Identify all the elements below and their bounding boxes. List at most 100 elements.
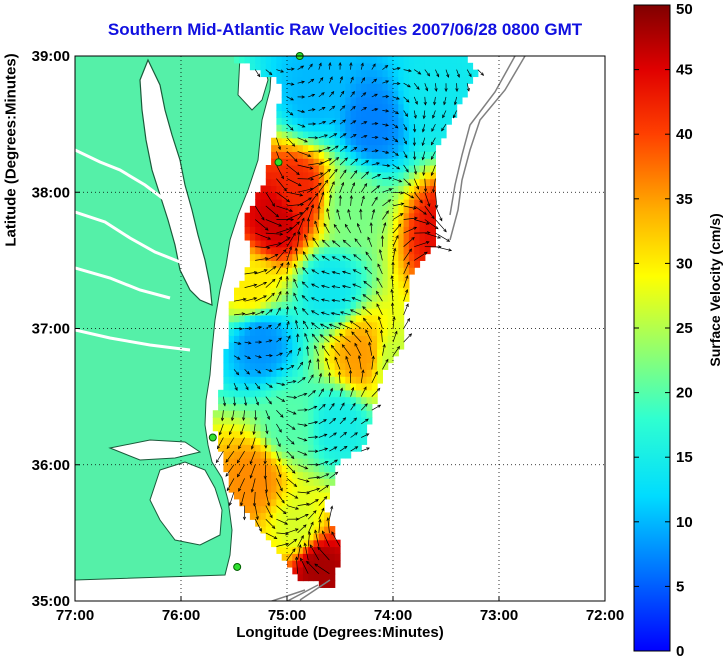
field-cell xyxy=(387,267,394,275)
field-cell xyxy=(249,287,256,296)
velocity-arrow xyxy=(265,396,272,405)
field-cell xyxy=(244,498,251,507)
field-cell xyxy=(456,62,463,71)
field-cell xyxy=(302,457,309,466)
field-cell xyxy=(287,498,293,507)
field-cell xyxy=(287,158,293,166)
field-cell xyxy=(387,233,394,241)
field-cell xyxy=(260,430,267,439)
field-cell xyxy=(398,110,405,118)
field-cell xyxy=(461,76,468,84)
field-cell xyxy=(398,165,405,173)
field-cell xyxy=(228,410,235,418)
velocity-arrowhead xyxy=(335,145,339,149)
velocity-arrow xyxy=(286,478,297,487)
field-cell xyxy=(408,56,415,64)
field-cell xyxy=(435,137,442,146)
field-cell xyxy=(239,471,246,479)
field-cell xyxy=(456,69,463,78)
field-cell xyxy=(377,130,383,139)
velocity-arrowhead xyxy=(341,181,345,186)
field-cell xyxy=(223,389,230,398)
velocity-arrowhead xyxy=(442,114,446,119)
field-cell xyxy=(308,124,315,132)
velocity-arrow xyxy=(297,464,308,470)
velocity-arrowhead xyxy=(249,460,253,465)
field-cell xyxy=(414,178,421,187)
field-cell xyxy=(371,239,378,248)
velocity-arrow xyxy=(265,505,273,518)
field-cell xyxy=(355,212,362,221)
isobath-1 xyxy=(449,56,526,241)
field-cell xyxy=(340,124,346,132)
velocity-arrow xyxy=(371,371,378,384)
field-cell xyxy=(297,553,304,561)
velocity-arrow xyxy=(265,518,276,529)
field-cell xyxy=(223,451,230,459)
velocity-arrow xyxy=(382,65,388,70)
velocity-arrow xyxy=(244,355,251,359)
field-cell xyxy=(340,301,346,309)
field-cell xyxy=(350,83,357,91)
field-cell xyxy=(265,369,272,377)
field-cell xyxy=(371,376,378,384)
field-cell xyxy=(281,233,288,241)
velocity-arrowhead xyxy=(321,107,326,111)
velocity-arrow xyxy=(382,210,389,220)
velocity-arrow xyxy=(307,204,314,220)
field-cell xyxy=(324,560,330,568)
field-cell xyxy=(324,376,330,384)
field-cell xyxy=(377,199,383,207)
field-cell xyxy=(265,526,272,534)
velocity-arrow xyxy=(350,417,357,425)
velocity-arrowhead xyxy=(341,298,346,302)
field-cell xyxy=(387,246,394,255)
field-cell xyxy=(424,110,431,118)
field-cell xyxy=(329,539,336,548)
field-cell xyxy=(329,212,336,221)
velocity-arrowhead xyxy=(313,405,318,409)
field-cell xyxy=(281,526,288,534)
field-cell xyxy=(419,178,426,187)
field-cell xyxy=(318,287,325,296)
velocity-arrowhead xyxy=(305,345,310,350)
field-cell xyxy=(281,478,288,486)
field-cell xyxy=(361,376,368,384)
field-cell xyxy=(260,505,267,514)
field-cell xyxy=(318,376,325,384)
velocity-arrowhead xyxy=(312,122,317,126)
field-cell xyxy=(377,165,383,173)
field-cell xyxy=(424,178,431,187)
velocity-arrow xyxy=(382,344,385,356)
field-cell xyxy=(260,437,267,445)
velocity-arrow xyxy=(312,254,320,261)
field-cell xyxy=(260,369,267,377)
field-cell xyxy=(366,130,373,139)
field-cell xyxy=(255,294,262,302)
field-cell xyxy=(234,362,240,370)
velocity-arrow xyxy=(276,368,284,370)
field-cell xyxy=(255,308,262,316)
velocity-arrowhead xyxy=(405,275,409,279)
velocity-arrowhead xyxy=(332,417,337,422)
field-cell xyxy=(424,151,431,159)
field-cell xyxy=(419,83,426,91)
y-tick-label: 37:00 xyxy=(32,321,70,338)
velocity-arrow xyxy=(361,107,367,111)
velocity-arrowhead xyxy=(317,546,321,551)
field-cell xyxy=(318,430,325,439)
field-cell xyxy=(255,253,262,261)
velocity-arrow xyxy=(350,106,356,111)
field-cell xyxy=(461,69,468,78)
field-cell xyxy=(287,144,293,152)
field-cell xyxy=(366,90,373,98)
field-cell xyxy=(234,328,240,336)
field-cell xyxy=(318,369,325,377)
field-cell xyxy=(271,158,277,166)
field-cell xyxy=(424,137,431,146)
field-cell xyxy=(255,410,262,418)
field-cell xyxy=(371,212,378,221)
velocity-arrowhead xyxy=(354,342,358,347)
field-cell xyxy=(440,103,447,112)
field-cell xyxy=(313,287,320,296)
